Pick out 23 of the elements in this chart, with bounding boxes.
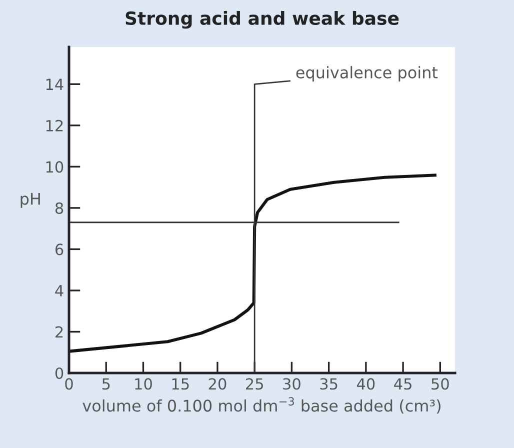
x-tick-label: 40 [356, 378, 375, 390]
chart-title: Strong acid and weak base [126, 11, 399, 29]
y-tick-label: 10 [46, 161, 64, 173]
y-tick-label: 8 [55, 202, 64, 214]
y-tick-label: 6 [55, 244, 64, 256]
x-axis-title: volume of 0.100 mol dm$^{−3}$ base added (cm³) [82, 397, 440, 414]
x-tick-label: 5 [102, 378, 110, 390]
x-tick-label: 25 [246, 378, 263, 390]
x-tick-label: 35 [320, 378, 338, 390]
x-tick-label: 0 [65, 378, 73, 390]
x-tick-label: 50 [432, 378, 449, 390]
x-tick-label: 20 [208, 378, 226, 390]
y-tick-label: 4 [55, 285, 64, 296]
y-axis-title: pH [20, 192, 40, 208]
y-tick-label: 2 [56, 326, 63, 338]
x-tick-label: 45 [394, 378, 412, 390]
x-tick-label: 15 [172, 378, 189, 390]
annotation: equivalence point [296, 66, 438, 82]
x-tick-label: 30 [283, 378, 300, 390]
y-tick-label: 0 [55, 367, 64, 380]
y-tick-label: 12 [46, 120, 63, 132]
x-tick-label: 10 [135, 378, 152, 390]
y-tick-label: 14 [46, 78, 64, 90]
